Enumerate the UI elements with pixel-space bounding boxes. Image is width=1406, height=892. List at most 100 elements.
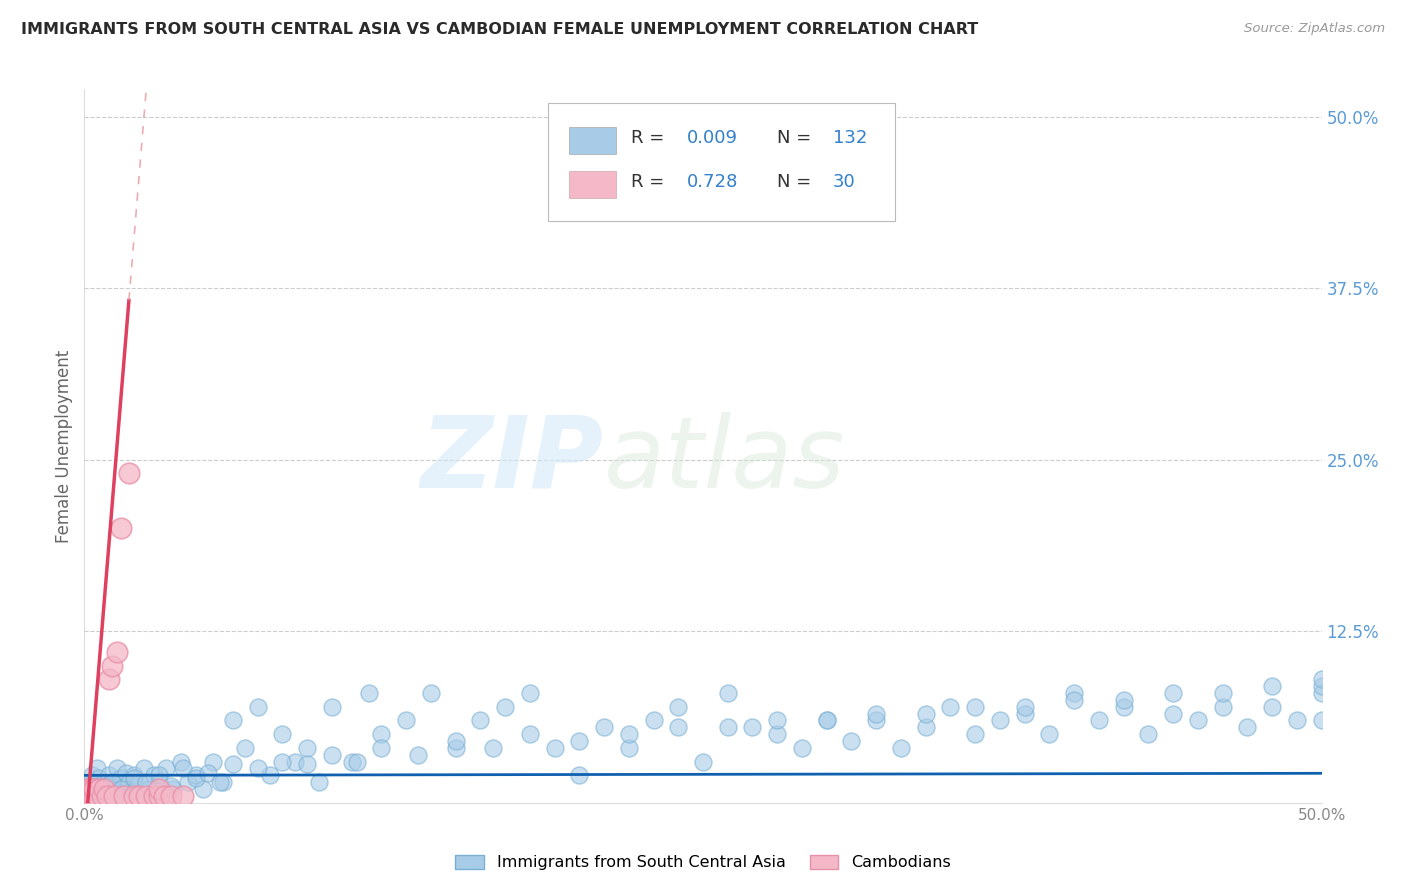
Point [118,775,141,789]
Point [1014,699,1036,714]
Point [295,757,318,772]
Point [79,782,101,797]
Point [122,771,145,785]
Point [96,789,118,803]
Point [103,789,125,803]
Point [160,780,183,794]
Point [568,734,591,748]
Point [519,727,541,741]
Point [246,699,269,714]
Point [142,789,165,803]
Point [1310,686,1333,700]
Text: R =: R = [631,173,671,191]
Point [1236,720,1258,734]
Point [177,775,200,789]
Point [75,789,97,803]
Point [444,734,467,748]
Point [148,775,170,789]
Point [135,775,157,789]
Point [96,780,118,794]
Point [96,782,118,797]
Point [76,782,98,797]
Point [790,740,813,755]
Point [100,658,122,673]
Point [815,714,838,728]
Point [83,775,105,789]
Point [246,762,269,776]
Text: N =: N = [778,173,817,191]
Point [841,734,863,748]
Bar [569,127,616,154]
Point [100,775,122,789]
Point [370,740,392,755]
Point [593,720,616,734]
Point [108,785,131,799]
Point [110,782,132,797]
Point [1137,727,1160,741]
Point [1038,727,1060,741]
Point [79,789,101,803]
Bar [569,170,616,198]
Text: 30: 30 [832,173,856,191]
Point [1212,699,1234,714]
Point [80,789,103,803]
Point [1161,686,1184,700]
Point [717,686,740,700]
Text: Source: ZipAtlas.com: Source: ZipAtlas.com [1244,22,1385,36]
Point [308,775,330,789]
Point [481,740,503,755]
Point [543,740,565,755]
Point [340,755,363,769]
Point [395,714,418,728]
Point [79,775,101,789]
Point [408,747,430,762]
Point [98,673,121,687]
Text: atlas: atlas [605,412,845,508]
Point [865,714,887,728]
Point [138,782,160,797]
Point [1261,679,1284,693]
Point [815,714,838,728]
Point [1310,714,1333,728]
Point [90,789,112,803]
Point [86,785,108,799]
Point [110,771,132,785]
Point [86,762,108,776]
Point [1161,706,1184,721]
Point [1310,679,1333,693]
Point [295,740,318,755]
Point [357,686,380,700]
Point [741,720,763,734]
Point [76,789,98,803]
Point [965,727,987,741]
Point [470,714,492,728]
Point [172,789,194,803]
Point [233,740,256,755]
Point [128,789,150,803]
Legend: Immigrants from South Central Asia, Cambodians: Immigrants from South Central Asia, Camb… [449,848,957,877]
Point [80,782,103,797]
Point [184,768,207,782]
Point [80,789,103,803]
Point [865,706,887,721]
Point [90,782,112,797]
Point [321,699,343,714]
Point [222,757,245,772]
Point [1112,693,1135,707]
Point [519,686,541,700]
Point [83,789,105,803]
Point [271,727,294,741]
Point [142,768,165,782]
Point [160,789,183,803]
Point [212,775,235,789]
Point [1063,686,1085,700]
Point [444,740,467,755]
Point [1014,706,1036,721]
Point [284,755,307,769]
Text: ZIP: ZIP [420,412,605,508]
Point [1187,714,1209,728]
Point [110,521,132,535]
Text: IMMIGRANTS FROM SOUTH CENTRAL ASIA VS CAMBODIAN FEMALE UNEMPLOYMENT CORRELATION : IMMIGRANTS FROM SOUTH CENTRAL ASIA VS CA… [21,22,979,37]
Point [83,782,105,797]
Point [890,740,912,755]
